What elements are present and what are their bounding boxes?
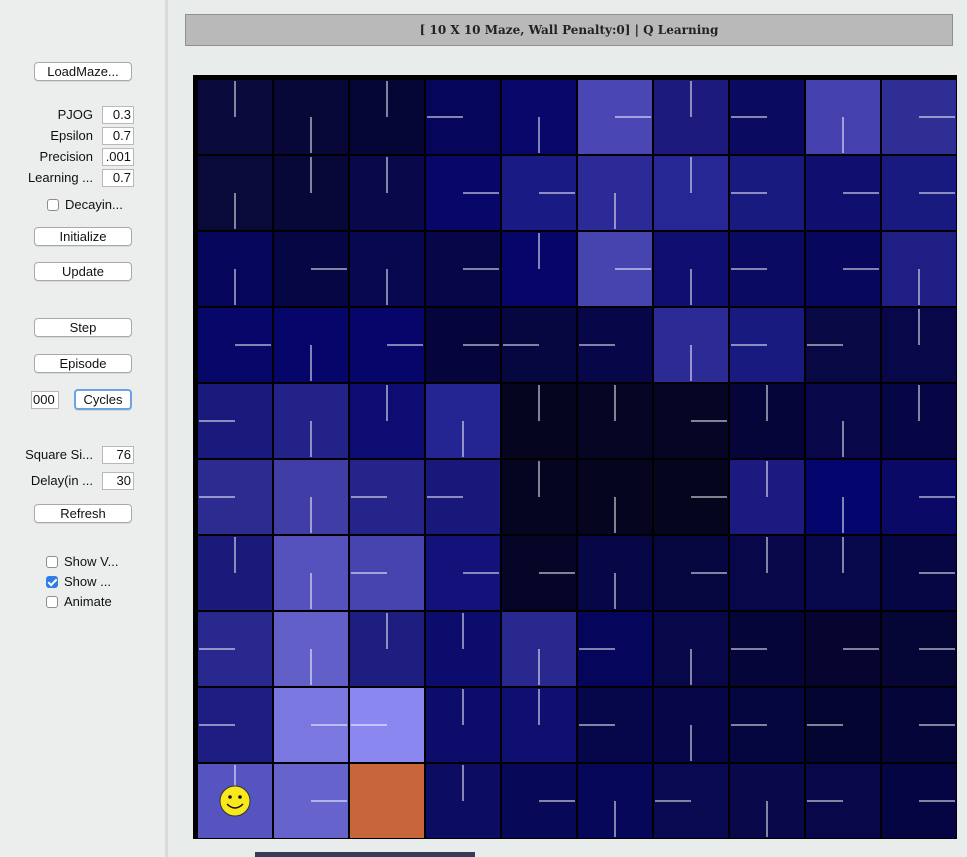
precision-label: Precision	[39, 149, 93, 164]
maze-overflow-strip	[255, 852, 475, 857]
maze-title-bar: [ 10 X 10 Maze, Wall Penalty:0] | Q Lear…	[185, 14, 953, 46]
cycles-count-field[interactable]: 000	[31, 391, 59, 409]
square-size-label: Square Si...	[25, 447, 93, 462]
panel-divider[interactable]	[165, 0, 168, 857]
show-values-checkbox-box[interactable]	[46, 556, 58, 568]
update-button[interactable]: Update	[34, 262, 132, 281]
learning-rate-label: Learning ...	[27, 170, 93, 185]
animate-checkbox[interactable]: Animate	[46, 594, 112, 610]
refresh-button[interactable]: Refresh	[34, 504, 132, 523]
maze-grid[interactable]	[193, 75, 957, 839]
pjog-field[interactable]: 0.3	[102, 106, 134, 124]
precision-field[interactable]: .001	[102, 148, 134, 166]
decaying-checkbox[interactable]: Decayin...	[47, 197, 123, 213]
show-values-checkbox-label: Show V...	[64, 554, 119, 569]
show-policy-checkbox-label: Show ...	[64, 574, 111, 589]
delay-field[interactable]: 30	[102, 472, 134, 490]
episode-button[interactable]: Episode	[34, 354, 132, 373]
show-policy-checkbox-box[interactable]	[46, 576, 58, 588]
decaying-checkbox-label: Decayin...	[65, 197, 123, 212]
initialize-button[interactable]: Initialize	[34, 227, 132, 246]
show-values-checkbox[interactable]: Show V...	[46, 554, 118, 570]
pjog-label: PJOG	[57, 107, 93, 122]
square-size-field[interactable]: 76	[102, 446, 134, 464]
epsilon-field[interactable]: 0.7	[102, 127, 134, 145]
cycles-button[interactable]: Cycles	[74, 389, 132, 410]
show-policy-checkbox[interactable]: Show ...	[46, 574, 111, 590]
delay-label: Delay(in ...	[30, 473, 93, 488]
animate-checkbox-box[interactable]	[46, 596, 58, 608]
decaying-checkbox-box[interactable]	[47, 199, 59, 211]
smiley-face-icon	[219, 785, 251, 817]
maze-cell[interactable]	[350, 764, 424, 838]
animate-checkbox-label: Animate	[64, 594, 112, 609]
epsilon-label: Epsilon	[50, 128, 93, 143]
load-maze-button[interactable]: LoadMaze...	[34, 62, 132, 81]
learning-rate-field[interactable]: 0.7	[102, 169, 134, 187]
step-button[interactable]: Step	[34, 318, 132, 337]
control-panel	[0, 0, 166, 857]
